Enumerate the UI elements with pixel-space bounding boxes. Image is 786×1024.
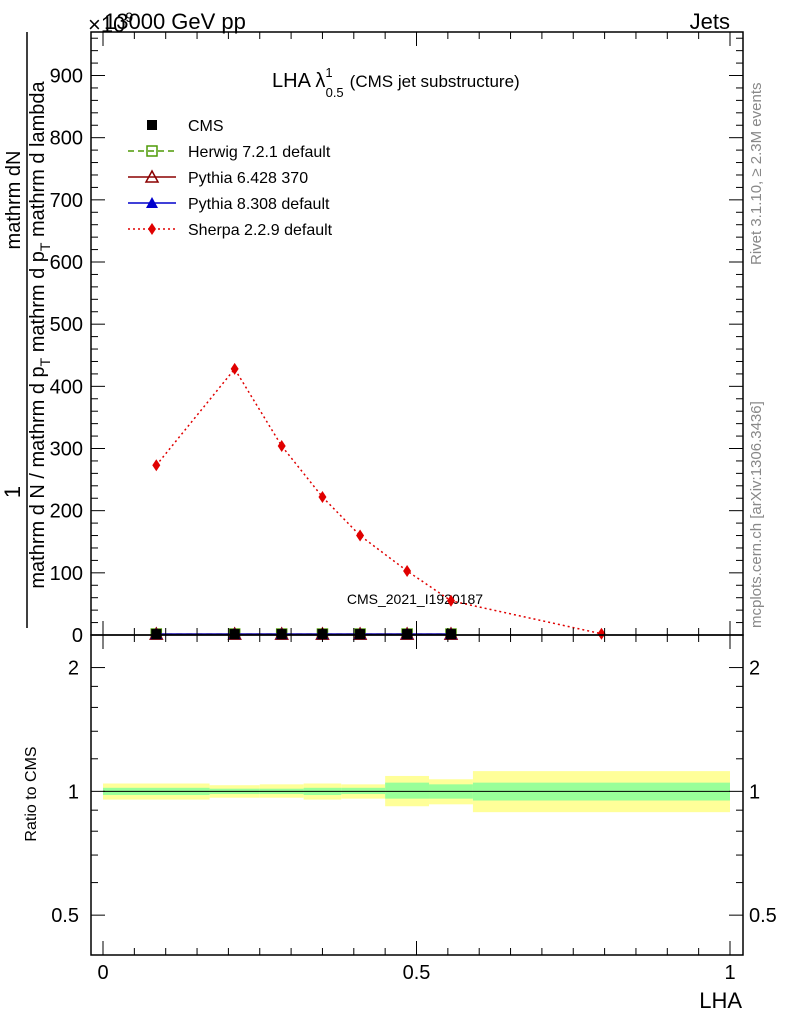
series-point-sherpa-2-2-9-default-7 [597, 627, 606, 640]
main-y-tick-label-0: 0 [72, 625, 83, 647]
main-title-text: LHA λ [272, 70, 325, 92]
main-title: LHA λ1 0.5 (CMS jet substructure) [272, 65, 520, 100]
y-label-numerator: 1 [0, 486, 25, 498]
y-label-line-1: mathrm d N / mathrm d pT mathrm d pT mat… [27, 80, 53, 588]
series-point-sherpa-2-2-9-default-5 [403, 564, 412, 577]
legend-marker-pythia-6-428-370 [144, 169, 160, 183]
legend-label-pythia-8-308-default: Pythia 8.308 default [188, 196, 330, 213]
series-point-sherpa-2-2-9-default-4 [356, 529, 365, 542]
legend-marker-cms [147, 120, 157, 130]
ratio-y-tick-label-right-1: 1 [749, 781, 760, 803]
y-label-line-3-a: mathrm d lambda [27, 80, 49, 242]
ratio-y-axis-label: Ratio to CMS [23, 746, 40, 841]
series-point-sherpa-2-2-9-default-2 [277, 440, 286, 453]
analysis-watermark: CMS_2021_I1920187 [347, 591, 483, 607]
series-point-sherpa-2-2-9-default-1 [230, 362, 239, 375]
y-label-denominator: mathrm dN [3, 151, 25, 250]
y-label-line-1-sub: T [37, 357, 53, 366]
header-left-label: 13000 GeV pp [104, 9, 246, 34]
ratio-y-tick-label-left-1: 1 [68, 781, 79, 803]
main-y-tick-label-8: 800 [50, 128, 83, 150]
ratio-x-tick-label-2: 1 [724, 962, 735, 984]
series-point-cms-4 [355, 629, 366, 640]
ratio-axes: 0 0.5 1 0.5 0.5 1 1 2 2 [51, 634, 777, 984]
ratio-y-tick-label-right-2: 2 [749, 658, 760, 680]
main-series-group [149, 362, 606, 640]
main-y-tick-label-5: 500 [50, 314, 83, 336]
legend-label-sherpa-2-2-9-default: Sherpa 2.2.9 default [188, 222, 333, 239]
legend-marker-sherpa-2-2-9-default [148, 223, 156, 235]
y-label-line-1-a: mathrm d N / mathrm d p [27, 366, 49, 588]
main-y-tick-label-4: 400 [50, 376, 83, 398]
y-label-denominator-b: N [3, 151, 25, 165]
legend-label-cms: CMS [188, 118, 224, 135]
main-y-tick-label-7: 700 [50, 190, 83, 212]
series-point-sherpa-2-2-9-default-6 [446, 594, 455, 607]
series-point-sherpa-2-2-9-default-3 [318, 490, 327, 503]
ratio-x-axis-label: LHA [699, 988, 742, 1013]
main-y-tick-label-6: 600 [50, 252, 83, 274]
mcplots-reference-label: mcplots.cern.ch [arXiv:1306.3436] [748, 401, 765, 628]
series-point-cms-2 [276, 629, 287, 640]
y-exponent-label: ×109 [88, 9, 133, 37]
ratio-y-tick-label-left-0: 0.5 [51, 905, 79, 927]
header-right-label: Jets [690, 9, 730, 34]
rivet-version-label: Rivet 3.1.10, ≥ 2.3M events [748, 83, 765, 266]
y-label-denominator-a: mathrm d [3, 165, 25, 249]
main-title-suffix: (CMS jet substructure) [350, 72, 520, 91]
legend: CMS Herwig 7.2.1 default Pythia 6.428 370 P… [128, 118, 333, 239]
y-label-line-2-a: mathrm d p [27, 251, 49, 358]
series-line-sherpa-2-2-9-default [155, 367, 602, 635]
ratio-x-tick-label-0: 0 [97, 962, 108, 984]
ratio-bands [103, 771, 730, 813]
legend-marker-pythia-8-308-default [146, 197, 158, 208]
ratio-stat-band-5 [385, 782, 430, 799]
main-y-tick-label-9: 900 [50, 66, 83, 88]
main-title-sup: 1 [325, 65, 332, 80]
legend-label-herwig-7-2-1-default: Herwig 7.2.1 default [188, 144, 331, 161]
series-point-cms-6 [445, 629, 456, 640]
y-exponent-base: ×10 [88, 12, 125, 37]
legend-label-pythia-6-428-370: Pythia 6.428 370 [188, 170, 308, 187]
y-exponent-power: 9 [125, 9, 133, 25]
y-label-line-2-sub: T [37, 242, 53, 251]
series-point-cms-0 [151, 629, 162, 640]
series-point-sherpa-2-2-9-default-0 [152, 459, 161, 472]
main-y-tick-label-1: 100 [50, 563, 83, 585]
series-point-cms-5 [402, 629, 413, 640]
main-y-tick-label-3: 300 [50, 439, 83, 461]
series-point-cms-1 [229, 629, 240, 640]
main-title-sub: 0.5 [326, 85, 344, 100]
main-y-axis-label: 1 mathrm d N / mathrm d pT mathrm d pT m… [0, 32, 53, 628]
ratio-x-tick-label-1: 0.5 [403, 962, 431, 984]
ratio-y-tick-label-right-0: 0.5 [749, 905, 777, 927]
main-y-tick-label-2: 200 [50, 501, 83, 523]
ratio-y-tick-label-left-2: 2 [68, 658, 79, 680]
legend-marker-herwig-7-2-1-default [146, 145, 158, 157]
